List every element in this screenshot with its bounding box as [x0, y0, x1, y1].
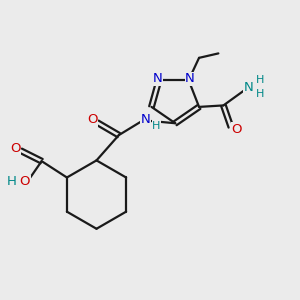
Text: H: H: [152, 121, 161, 130]
Text: N: N: [141, 112, 150, 126]
Text: H: H: [7, 176, 17, 188]
Text: N: N: [153, 72, 162, 85]
Text: N: N: [185, 72, 195, 85]
Text: O: O: [10, 142, 21, 155]
Text: H: H: [256, 88, 265, 98]
Text: O: O: [232, 123, 242, 136]
Text: O: O: [20, 176, 30, 188]
Text: H: H: [256, 76, 265, 85]
Text: N: N: [244, 81, 253, 94]
Text: O: O: [87, 113, 97, 126]
